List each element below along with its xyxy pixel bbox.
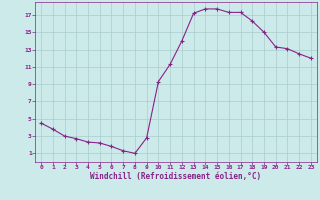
X-axis label: Windchill (Refroidissement éolien,°C): Windchill (Refroidissement éolien,°C) [91,172,261,181]
